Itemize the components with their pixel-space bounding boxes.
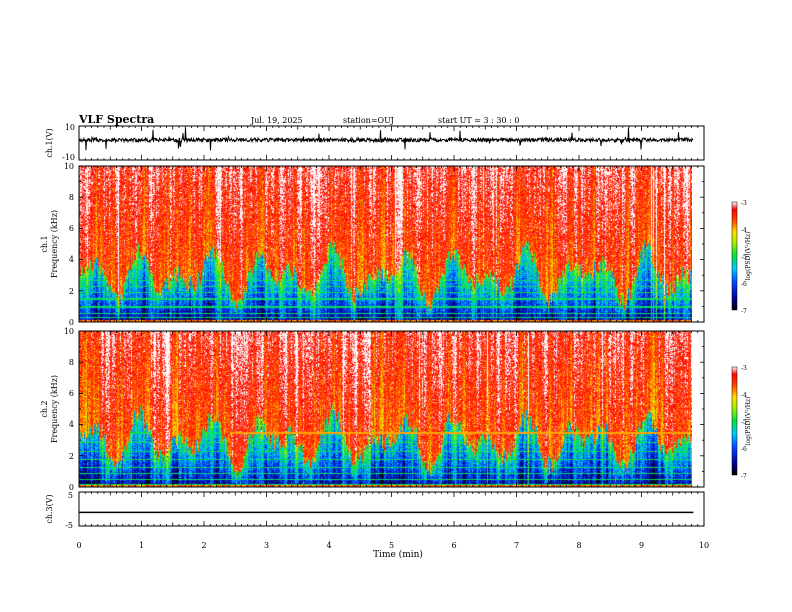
x-tick-label: 10 [699, 541, 709, 550]
ch2-freq-tick-2: 2 [69, 452, 74, 461]
ch1-spectrogram-panel: 10 8 6 4 2 0 ch.1 Frequency (kHz) -3 -4 … [40, 162, 752, 327]
ch2-freq-tick-4: 4 [69, 420, 74, 429]
ch1-freq-tick-10: 10 [64, 162, 74, 171]
ch2-freq-tick-10: 10 [64, 327, 74, 336]
ch3-waveform-ylabel: ch.3(V) [45, 494, 54, 523]
ch1-cbar-tick-m6: -6 [741, 281, 747, 288]
ch2-spectrogram-ylabel: Frequency (kHz) [50, 375, 59, 443]
ch1-freq-tick-4: 4 [69, 255, 74, 264]
ch3-waveform-frame [78, 491, 705, 527]
x-tick-label: 3 [264, 541, 269, 550]
start-time-label: start UT = 3 : 30 : 0 [438, 116, 519, 125]
ch2-freq-tick-0: 0 [69, 483, 74, 492]
ch1-spectrogram-image [79, 166, 692, 322]
ch1-freq-tick-8: 8 [69, 193, 74, 202]
ch1-waveform-ylabel: ch.1(V) [45, 128, 54, 157]
ch1-cbar-tick-m7: -7 [741, 308, 747, 315]
ch2-colorbar-label: log(PSD)(V²/Hz) [745, 397, 752, 446]
x-axis-tick-labels: 0 1 2 3 4 5 6 7 8 9 10 [76, 541, 709, 550]
x-tick-label: 8 [576, 541, 581, 550]
ch1-cbar-tick-m3: -3 [741, 200, 747, 207]
x-tick-label: 7 [514, 541, 519, 550]
x-tick-label: 2 [201, 541, 206, 550]
x-axis-label: Time (min) [373, 549, 423, 560]
ch1-freq-tick-0: 0 [69, 318, 74, 327]
x-tick-label: 4 [326, 541, 331, 550]
ch2-cbar-tick-m3: -3 [741, 365, 747, 372]
ch1-cbar-tick-m4: -4 [741, 227, 747, 234]
axis-tick-marks [78, 126, 705, 526]
ch2-spectrogram-image [79, 331, 692, 487]
ch1-freq-tick-2: 2 [69, 287, 74, 296]
ch1-colorbar [731, 201, 738, 311]
station-label: station=OUJ [343, 116, 394, 125]
ch3-ytick-bottom: -5 [65, 521, 73, 530]
ch2-spectrogram-panel: 10 8 6 4 2 0 ch.2 Frequency (kHz) -3 -4 … [40, 327, 752, 492]
ch1-ytick-top: 10 [65, 123, 75, 132]
figure-title: VLF Spectra [78, 113, 154, 126]
ch1-freq-tick-6: 6 [69, 224, 74, 233]
date-label: Jul. 19, 2025 [250, 116, 303, 125]
ch2-spectrogram-channel-label: ch.2 [40, 400, 49, 417]
ch1-waveform-trace [79, 127, 694, 151]
ch2-cbar-tick-m6: -6 [741, 446, 747, 453]
ch2-cbar-tick-m4: -4 [741, 392, 747, 399]
ch3-ytick-top: 5 [68, 491, 73, 500]
x-tick-label: 9 [639, 541, 644, 550]
ch1-ytick-bottom: -10 [62, 153, 75, 162]
ch2-cbar-tick-m7: -7 [741, 473, 747, 480]
ch1-waveform-frame [78, 125, 705, 161]
ch1-spectrogram-ylabel: Frequency (kHz) [50, 210, 59, 278]
x-tick-label: 0 [76, 541, 81, 550]
ch1-waveform-panel: 10 -10 ch.1(V) [45, 123, 705, 162]
x-tick-label: 1 [139, 541, 144, 550]
ch1-cbar-tick-m5: -5 [741, 254, 747, 261]
ch2-colorbar [731, 366, 738, 476]
ch3-waveform-panel: 5 -5 ch.3(V) [45, 491, 705, 530]
x-tick-label: 5 [389, 541, 394, 550]
ch2-freq-tick-6: 6 [69, 389, 74, 398]
x-tick-label: 6 [451, 541, 456, 550]
ch1-colorbar-label: log(PSD)(V²/Hz) [745, 232, 752, 281]
ch2-cbar-tick-m5: -5 [741, 419, 747, 426]
ch2-freq-tick-8: 8 [69, 358, 74, 367]
ch1-spectrogram-channel-label: ch.1 [40, 235, 49, 252]
